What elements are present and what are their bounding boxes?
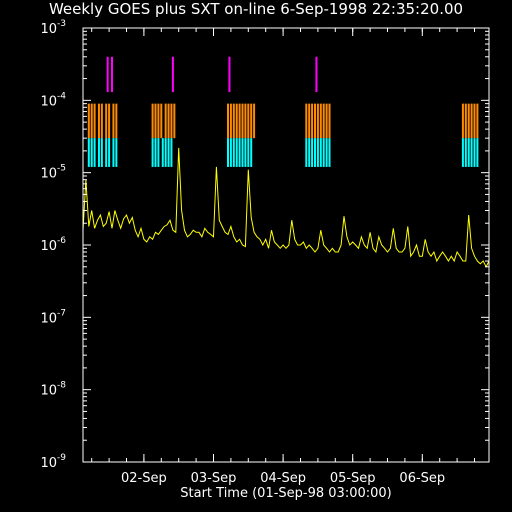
y-tick-label: 10 bbox=[40, 94, 57, 109]
y-tick-exponent: -6 bbox=[57, 236, 66, 246]
x-axis-title: Start Time (01-Sep-98 03:00:00) bbox=[180, 486, 391, 501]
plot-title: Weekly GOES plus SXT on-line 6-Sep-1998 … bbox=[49, 0, 463, 18]
goes-flux-line bbox=[82, 147, 490, 268]
x-tick-label: 03-Sep bbox=[191, 471, 237, 486]
plot-frame bbox=[82, 27, 490, 463]
y-tick-exponent: -4 bbox=[57, 91, 66, 101]
y-tick-label: 10 bbox=[40, 239, 57, 254]
x-tick-label: 04-Sep bbox=[260, 471, 306, 486]
x-tick-label: 02-Sep bbox=[121, 471, 167, 486]
observation-markers bbox=[87, 56, 479, 167]
y-tick-exponent: -5 bbox=[57, 164, 66, 174]
y-tick-label: 10 bbox=[40, 22, 57, 37]
y-tick-label: 10 bbox=[40, 311, 57, 326]
y-tick-exponent: -7 bbox=[57, 308, 66, 318]
y-tick-label: 10 bbox=[40, 167, 57, 182]
x-tick-label: 06-Sep bbox=[399, 471, 445, 486]
y-tick-label: 10 bbox=[40, 384, 57, 399]
y-axis-ticks: 10-310-410-510-610-710-810-9 bbox=[40, 19, 489, 471]
y-tick-exponent: -3 bbox=[57, 19, 66, 29]
y-tick-label: 10 bbox=[40, 456, 57, 471]
y-tick-exponent: -8 bbox=[57, 381, 66, 391]
y-tick-exponent: -9 bbox=[57, 453, 66, 463]
x-tick-label: 05-Sep bbox=[330, 471, 376, 486]
x-axis-ticks: 02-Sep 03-Sep 04-Sep 05-Sep 06-Sep bbox=[91, 28, 475, 486]
